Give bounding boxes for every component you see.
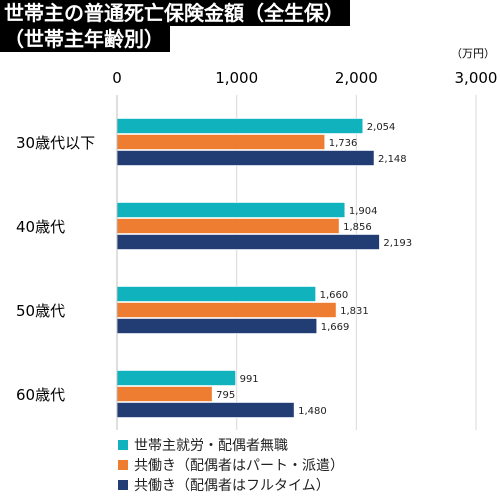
bar-s1-c3 <box>116 386 213 402</box>
data-label-s1-c0: 1,736 <box>329 138 358 149</box>
legend-label-2: 共働き（配偶者はフルタイム） <box>134 478 330 494</box>
bar-s0-c0 <box>116 118 364 134</box>
data-label-s1-c3: 795 <box>216 390 235 401</box>
bar-s2-c2 <box>116 318 318 334</box>
chart-title: 世帯主の普通死亡保険金額（全生保） （世帯主年齢別） <box>0 0 350 52</box>
chart-title-line-1: 世帯主の普通死亡保険金額（全生保） <box>0 0 350 26</box>
legend-label-0: 世帯主就労・配偶者無職 <box>134 438 288 454</box>
data-label-s0-c2: 1,660 <box>320 290 349 301</box>
bar-s2-c1 <box>116 234 380 250</box>
data-label-s1-c2: 1,831 <box>340 306 369 317</box>
category-label-0: 30歳代以下 <box>16 134 95 152</box>
legend-item-1: 共働き（配偶者はパート・派遣） <box>118 455 344 475</box>
data-label-s0-c0: 2,054 <box>367 122 396 133</box>
category-label-2: 50歳代 <box>16 302 65 320</box>
legend-label-1: 共働き（配偶者はパート・派遣） <box>134 458 344 474</box>
bar-s2-c0 <box>116 150 375 166</box>
unit-label: （万円） <box>451 47 495 60</box>
legend-item-2: 共働き（配偶者はフルタイム） <box>118 475 344 495</box>
legend-swatch-1 <box>118 460 128 470</box>
legend-swatch-2 <box>118 480 128 490</box>
x-tick-label-1: 1,000 <box>215 69 258 87</box>
bar-s1-c2 <box>116 302 337 318</box>
legend: 世帯主就労・配偶者無職 共働き（配偶者はパート・派遣） 共働き（配偶者はフルタイ… <box>118 435 344 495</box>
x-tick-label-0: 0 <box>112 69 122 87</box>
bar-s0-c1 <box>116 202 346 218</box>
data-label-s0-c3: 991 <box>240 374 259 385</box>
bar-s0-c3 <box>116 370 236 386</box>
data-label-s1-c1: 1,856 <box>343 222 372 233</box>
legend-item-0: 世帯主就労・配偶者無職 <box>118 435 344 455</box>
bar-s1-c0 <box>116 134 326 150</box>
bar-s1-c1 <box>116 218 340 234</box>
bar-s0-c2 <box>116 286 316 302</box>
x-tick-label-2: 2,000 <box>335 69 378 87</box>
data-label-s2-c1: 2,193 <box>383 238 412 249</box>
data-label-s2-c0: 2,148 <box>378 154 407 165</box>
data-label-s2-c3: 1,480 <box>298 406 327 417</box>
chart-title-line-2: （世帯主年齢別） <box>0 26 170 52</box>
x-tick-label-3: 3,000 <box>455 69 498 87</box>
data-label-s0-c1: 1,904 <box>349 206 378 217</box>
category-label-1: 40歳代 <box>16 218 65 236</box>
category-label-3: 60歳代 <box>16 386 65 404</box>
data-label-s2-c2: 1,669 <box>321 322 350 333</box>
bar-s2-c3 <box>116 402 295 418</box>
legend-swatch-0 <box>118 440 128 450</box>
